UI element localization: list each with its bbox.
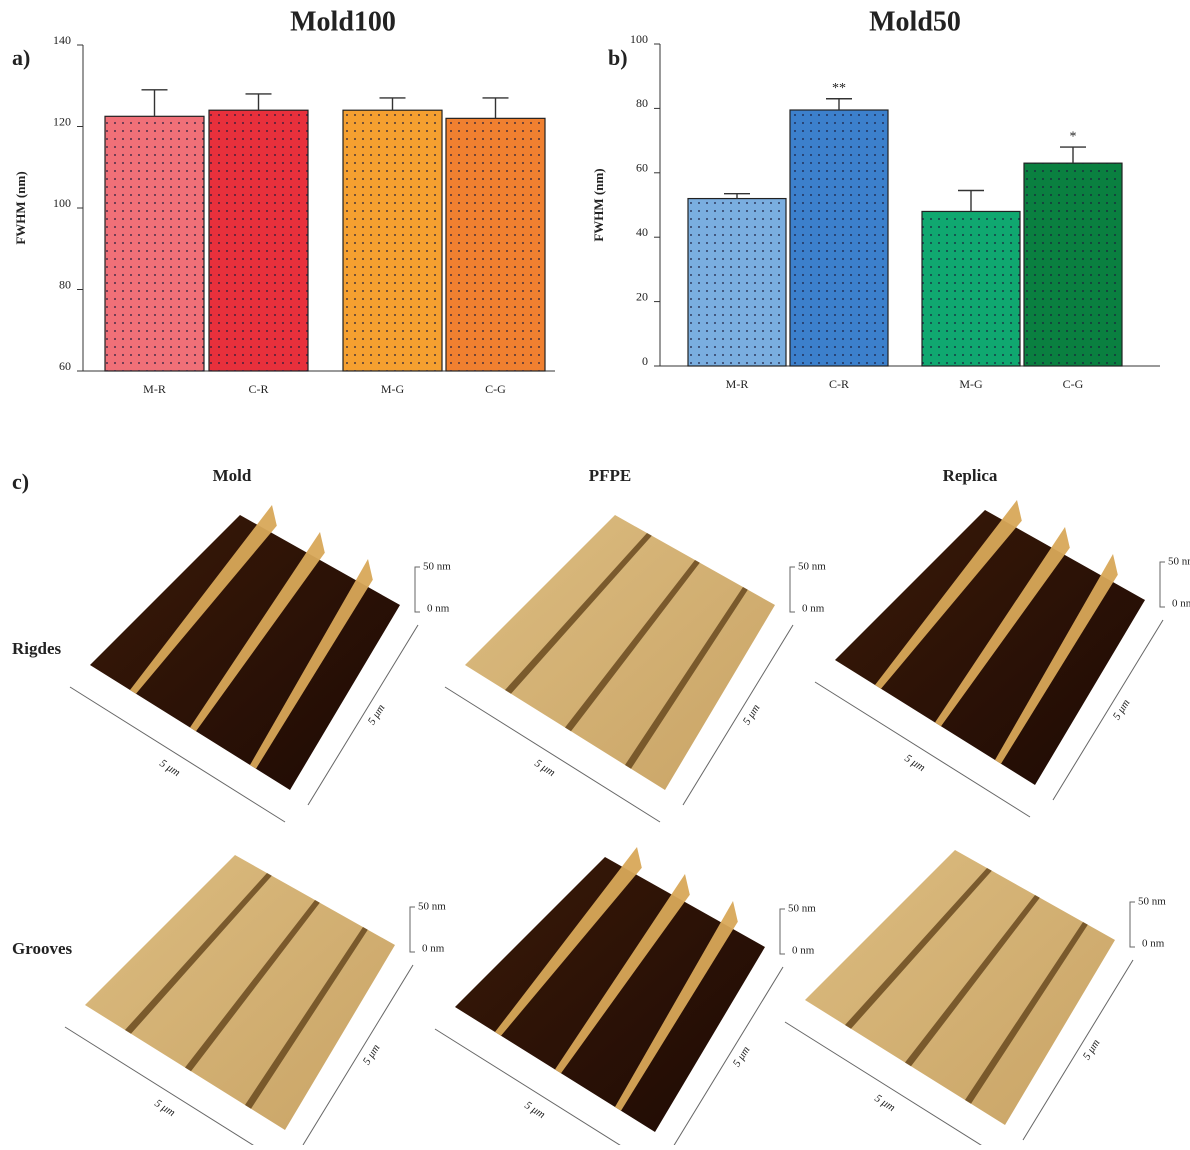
z-scale-label: 0 nm	[1142, 938, 1165, 950]
lateral-scale: 5 μm	[152, 1097, 177, 1119]
z-scale-label: 50 nm	[788, 903, 816, 915]
error-bar	[142, 90, 168, 116]
bar-texture	[688, 199, 786, 366]
lateral-scale: 5 μm	[522, 1099, 547, 1121]
y-axis-label: FWHM (nm)	[13, 171, 28, 244]
x-tick-label: M-G	[959, 377, 983, 391]
x-tick-label: M-R	[726, 377, 749, 391]
error-bar	[826, 99, 852, 110]
bar-texture	[1024, 163, 1122, 366]
z-scale-bar	[1130, 902, 1135, 947]
chart-title: Mold50	[869, 6, 961, 37]
significance-label: *	[1070, 129, 1077, 144]
x-tick-label: C-R	[248, 382, 268, 396]
z-scale-label: 0 nm	[802, 603, 825, 615]
error-bar	[483, 98, 509, 118]
y-tick-label: 0	[642, 354, 648, 368]
bar-texture	[446, 118, 545, 371]
figure: Mold100a)FWHM (nm)6080100120140M-RC-RM-G…	[0, 0, 1190, 1145]
panel-label: b)	[608, 45, 628, 70]
significance-label: **	[832, 81, 846, 96]
panel-label: c)	[12, 469, 29, 494]
panel-label: a)	[12, 45, 30, 70]
z-scale-bar	[1160, 562, 1165, 607]
afm-surface	[85, 855, 395, 1130]
column-header: Mold	[213, 466, 252, 485]
afm-surface	[465, 515, 775, 790]
z-scale-bar	[780, 909, 785, 954]
error-bar	[958, 191, 984, 212]
bar-texture	[105, 116, 204, 371]
z-scale-label: 50 nm	[423, 561, 451, 573]
z-scale-label: 0 nm	[422, 943, 445, 955]
y-axis-label: FWHM (nm)	[591, 168, 606, 241]
z-scale-bar	[415, 567, 420, 612]
x-tick-label: M-G	[381, 382, 405, 396]
column-header: Replica	[943, 466, 998, 485]
bar-texture	[922, 211, 1020, 366]
column-header: PFPE	[589, 466, 632, 485]
y-tick-label: 40	[636, 225, 648, 239]
z-scale-label: 0 nm	[427, 603, 450, 615]
z-scale-bar	[410, 907, 415, 952]
y-tick-label: 80	[59, 277, 71, 291]
lateral-scale: 5 μm	[902, 752, 927, 774]
bar-texture	[343, 110, 442, 371]
y-tick-label: 60	[59, 359, 71, 373]
lateral-scale: 5 μm	[532, 757, 557, 779]
row-label: Grooves	[12, 939, 73, 958]
lateral-scale: 5 μm	[872, 1092, 897, 1114]
afm-surface	[805, 850, 1115, 1125]
z-scale-label: 0 nm	[792, 945, 815, 957]
bar-texture	[209, 110, 308, 371]
error-bar	[246, 94, 272, 110]
x-tick-label: C-G	[1063, 377, 1084, 391]
chart-title: Mold100	[290, 6, 396, 37]
error-bar	[1060, 147, 1086, 163]
y-tick-label: 60	[636, 161, 648, 175]
z-scale-label: 50 nm	[1168, 556, 1190, 568]
y-tick-label: 20	[636, 289, 648, 303]
z-scale-bar	[790, 567, 795, 612]
x-tick-label: M-R	[143, 382, 166, 396]
row-label: Rigdes	[12, 639, 62, 658]
error-bar	[380, 98, 406, 110]
error-bar	[724, 194, 750, 199]
bar-texture	[790, 110, 888, 366]
z-scale-label: 50 nm	[798, 561, 826, 573]
y-tick-label: 100	[630, 32, 648, 46]
y-tick-label: 140	[53, 33, 71, 47]
z-scale-label: 50 nm	[1138, 896, 1166, 908]
x-tick-label: C-G	[485, 382, 506, 396]
z-scale-label: 50 nm	[418, 901, 446, 913]
lateral-scale: 5 μm	[157, 757, 182, 779]
x-tick-label: C-R	[829, 377, 849, 391]
y-tick-label: 120	[53, 114, 71, 128]
y-tick-label: 80	[636, 96, 648, 110]
y-tick-label: 100	[53, 196, 71, 210]
z-scale-label: 0 nm	[1172, 598, 1190, 610]
